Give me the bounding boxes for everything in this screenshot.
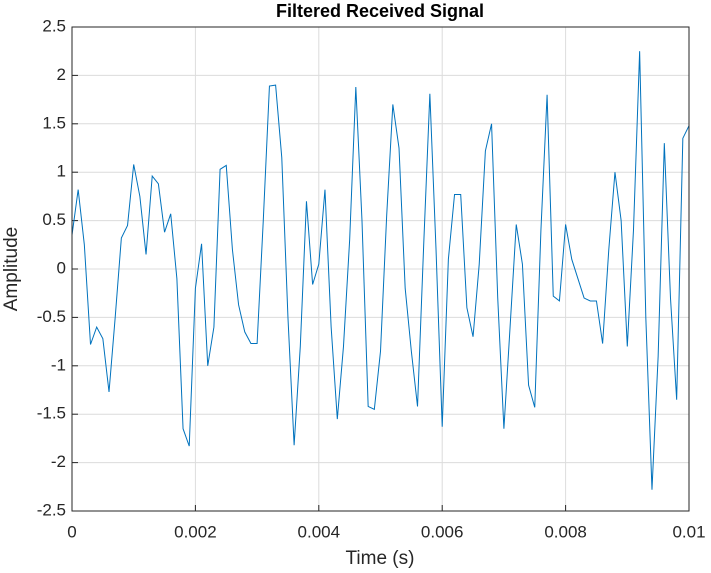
- y-tick-label: 1.5: [42, 113, 66, 132]
- y-tick-label: 0: [57, 258, 66, 277]
- y-tick-label: 2: [57, 65, 66, 84]
- y-tick-label: -1.5: [37, 404, 66, 423]
- x-tick-label: 0: [67, 522, 76, 541]
- y-tick-label: -2.5: [37, 500, 66, 519]
- x-tick-label: 0.008: [544, 522, 587, 541]
- y-axis-label: Amplitude: [1, 227, 22, 312]
- y-tick-label: 2.5: [42, 16, 66, 35]
- y-tick-label: 1: [57, 162, 66, 181]
- y-tick-label: -1: [51, 355, 66, 374]
- axes-box: [71, 26, 690, 512]
- y-tick-label: 0.5: [42, 210, 66, 229]
- x-tick-label: 0.004: [298, 522, 341, 541]
- x-tick-label: 0.006: [421, 522, 464, 541]
- x-axis-label: Time (s): [346, 548, 415, 569]
- x-tick-label: 0.002: [174, 522, 217, 541]
- y-tick-label: -0.5: [37, 307, 66, 326]
- chart-title: Filtered Received Signal: [276, 1, 484, 21]
- x-tick-label: 0.01: [672, 522, 705, 541]
- y-tick-label: -2: [51, 452, 66, 471]
- signal-line: [71, 51, 690, 490]
